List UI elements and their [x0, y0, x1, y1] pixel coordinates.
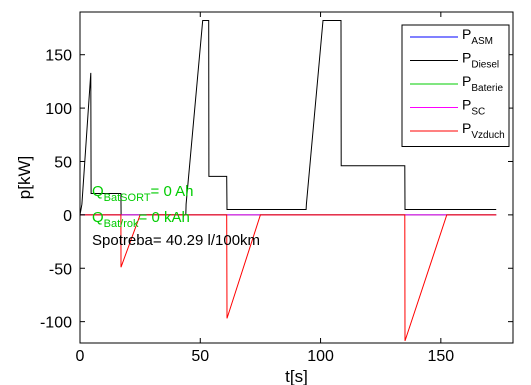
legend-box: [401, 24, 510, 147]
y-tick-label: 50: [54, 154, 72, 171]
x-tick-label: 100: [307, 348, 334, 365]
annotation-3: Spotreba= 40.29 l/100km: [92, 232, 260, 249]
series-line-vzduch: [80, 214, 497, 342]
annotation-1: QBatSORT= 0 Ah: [92, 183, 194, 204]
y-tick-label: 0: [63, 208, 72, 225]
y-axis-label: p[kW]: [15, 156, 34, 199]
legend-label-asm: PASM: [462, 26, 493, 47]
y-tick-label: 100: [45, 101, 72, 118]
series-line-diesel: [79, 20, 497, 216]
ticks-layer: 0 50 100 150 -100 -50 0 50 100 150: [40, 12, 513, 365]
y-tick-label: 150: [45, 48, 72, 65]
series-layer: [79, 20, 497, 342]
x-tick-label: 150: [427, 348, 454, 365]
legend-label-diesel: PDiesel: [462, 50, 499, 71]
x-tick-label: 50: [191, 348, 209, 365]
legend-label-sc: PSC: [462, 97, 485, 118]
x-tick-label: 0: [76, 348, 85, 365]
annotation-layer: QBatSORT= 0 Ah QBat/rok= 0 kAh Spotreba= 4…: [92, 183, 260, 249]
x-axis-label: t[s]: [285, 367, 308, 385]
plot-frame: [79, 11, 514, 344]
legend-label-vzduch: PVzduch: [462, 120, 505, 141]
y-tick-label: -100: [40, 315, 72, 332]
y-tick-label: -50: [49, 261, 72, 278]
annotation-2: QBat/rok= 0 kAh: [92, 209, 190, 230]
legend-label-baterie: PBaterie: [462, 73, 503, 94]
